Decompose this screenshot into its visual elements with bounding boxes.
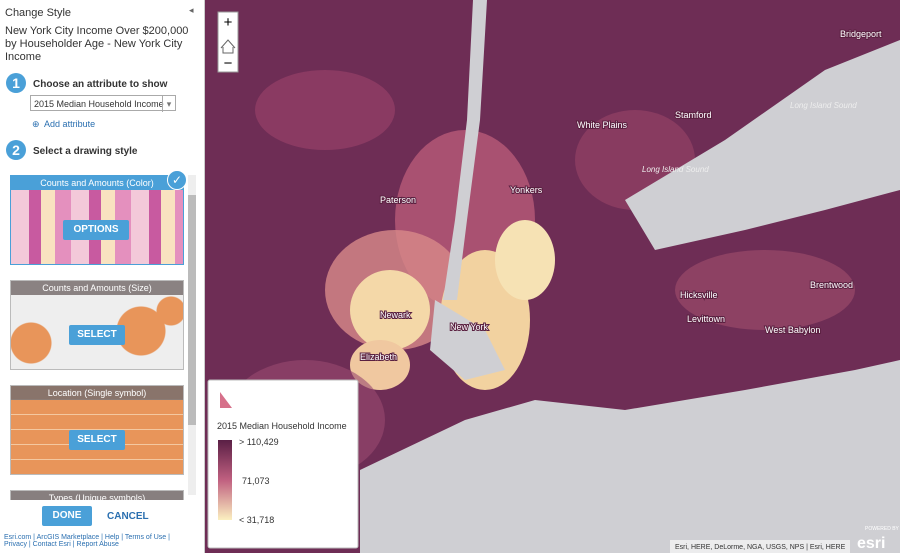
options-button[interactable]: OPTIONS (63, 220, 129, 240)
powered-by: POWERED BY (865, 526, 900, 532)
legend-high: > 110,429 (239, 437, 279, 447)
zoom-box (217, 11, 239, 73)
footer-link[interactable]: Privacy (4, 541, 27, 548)
water (360, 0, 900, 553)
step-label: Select a drawing style (33, 146, 138, 157)
step-number: 1 (6, 73, 26, 93)
attribution-bg (670, 540, 850, 553)
legend-title: 2015 Median Household Income (217, 421, 347, 431)
esri-logo: esri (857, 535, 885, 552)
footer-link[interactable]: Esri.com (4, 534, 32, 541)
card-title: Counts and Amounts (Color) (11, 176, 183, 190)
place-label: Brentwood (810, 280, 853, 290)
scrollbar[interactable] (188, 175, 196, 495)
dropdown-arrow: ▾ (162, 96, 175, 112)
map[interactable]: + − Bridgeport Stamford White Plains Lon… (205, 0, 900, 553)
place-labels: Bridgeport Stamford White Plains Long Is… (359, 28, 883, 363)
footer-link[interactable]: ArcGIS Marketplace (36, 534, 100, 541)
place-label: Hicksville (680, 290, 718, 300)
add-attribute[interactable]: ⊕ Add attribute (32, 119, 96, 129)
zoom-out[interactable]: − (224, 55, 233, 72)
legend-icon (220, 392, 232, 408)
style-card[interactable]: Types (Unique symbols) (10, 490, 184, 500)
place-label: Stamford (675, 110, 712, 120)
style-card[interactable]: Counts and Amounts (Size) SELECT (10, 280, 184, 370)
legend-box (207, 379, 359, 549)
footer-link[interactable]: Help (104, 534, 120, 541)
footer-links: Esri.com | ArcGIS Marketplace | Help | T… (4, 534, 170, 548)
style-list: Counts and Amounts (Color) OPTIONS ✓ Cou… (0, 170, 200, 500)
water-label: Long Island Sound (790, 101, 857, 110)
select-value: 2015 Median Household Income (34, 99, 164, 109)
attribute-select[interactable]: 2015 Median Household Income ▾ (30, 95, 176, 112)
legend-ramp (218, 440, 232, 520)
place-label: Yonkers (510, 185, 543, 195)
legend: 2015 Median Household Income > 110,429 7… (207, 379, 359, 549)
select-button[interactable]: SELECT (69, 325, 125, 345)
done-button[interactable]: DONE (42, 506, 92, 526)
attribution: Esri, HERE, DeLorme, NGA, USGS, NPS | Es… (675, 544, 846, 551)
panel-header: Change Style (5, 7, 72, 19)
water-label: Long Island Sound (642, 165, 709, 174)
style-card[interactable]: Location (Single symbol) SELECT (10, 385, 184, 475)
zoom-controls: + − (217, 11, 239, 73)
legend-mid: 71,073 (242, 476, 270, 486)
footer-link[interactable]: Terms of Use (124, 534, 167, 541)
select-button[interactable]: SELECT (69, 430, 125, 450)
step-number: 2 (6, 140, 26, 160)
place-label: West Babylon (765, 325, 820, 335)
place-label: White Plains (577, 120, 628, 130)
place-label: New York (450, 322, 489, 332)
scroll-thumb[interactable] (188, 195, 196, 425)
card-title: Location (Single symbol) (11, 386, 183, 400)
style-card[interactable]: Counts and Amounts (Color) OPTIONS (10, 175, 184, 265)
place-label: Levittown (687, 314, 725, 324)
footer-link[interactable]: Contact Esri (32, 541, 71, 548)
style-panel: Change Style ◂ New York City Income Over… (0, 0, 205, 553)
place-label: Bridgeport (840, 29, 882, 39)
step-label: Choose an attribute to show (33, 79, 168, 90)
add-attribute-text: Add attribute (44, 119, 96, 129)
cancel-button[interactable]: CANCEL (107, 511, 149, 522)
layer-title: New York City Income Over $200,000 by Ho… (5, 25, 189, 63)
legend-low: < 31,718 (239, 515, 274, 525)
place-label: Elizabeth (360, 352, 397, 362)
footer-link[interactable]: Report Abuse (76, 541, 119, 548)
zoom-in[interactable]: + (224, 14, 233, 31)
card-title: Types (Unique symbols) (11, 491, 183, 500)
card-title: Counts and Amounts (Size) (11, 281, 183, 295)
collapse[interactable]: ◂ (189, 5, 194, 15)
place-label: Paterson (380, 195, 416, 205)
home-button[interactable] (220, 39, 236, 54)
place-label: Newark (380, 310, 411, 320)
selected-check: ✓ (167, 170, 187, 190)
